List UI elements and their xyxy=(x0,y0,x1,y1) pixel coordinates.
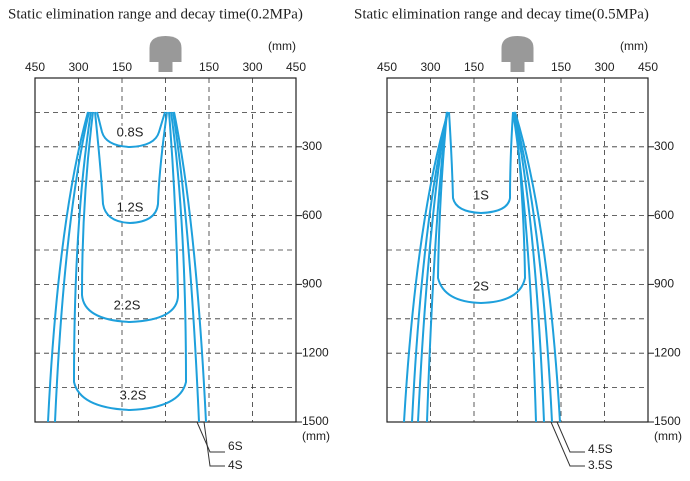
top-tick-label: 450 xyxy=(638,60,658,74)
range-curve xyxy=(403,111,449,423)
contour-curve xyxy=(448,111,514,215)
panel: Static elimination range and decay time(… xyxy=(8,6,330,472)
right-tick-label: 600 xyxy=(302,208,322,222)
unit-top: (mm) xyxy=(620,39,648,53)
right-tick-label: 1500 xyxy=(302,414,329,428)
panel-title: Static elimination range and decay time(… xyxy=(354,6,649,22)
decay-label: 4S xyxy=(228,458,243,472)
top-tick-label: 450 xyxy=(286,60,306,74)
top-tick-label: 450 xyxy=(25,60,45,74)
contour-label: 3.2S xyxy=(120,387,147,402)
range-curve xyxy=(513,111,545,423)
contour-label: 0.8S xyxy=(117,124,144,139)
leader-line xyxy=(556,421,585,453)
top-tick-label: 150 xyxy=(112,60,132,74)
unit-bottom: (mm) xyxy=(654,429,682,443)
contour-curve xyxy=(80,111,180,324)
top-tick-label: 150 xyxy=(551,60,571,74)
right-tick-label: 300 xyxy=(302,139,322,153)
panel: Static elimination range and decay time(… xyxy=(354,6,682,472)
contour-label: 2.2S xyxy=(114,297,141,312)
right-tick-label: 1200 xyxy=(654,345,681,359)
range-curve xyxy=(172,111,200,423)
right-tick-label: 900 xyxy=(302,277,322,291)
sensor-icon xyxy=(501,36,534,62)
right-tick-label: 600 xyxy=(654,208,674,222)
unit-bottom: (mm) xyxy=(302,429,330,443)
decay-label: 6S xyxy=(228,439,243,453)
decay-label: 4.5S xyxy=(588,442,613,456)
contour-curve xyxy=(436,111,527,305)
contour-curve xyxy=(94,111,168,225)
top-tick-label: 300 xyxy=(420,60,440,74)
sensor-mount xyxy=(158,62,173,72)
unit-top: (mm) xyxy=(268,39,296,53)
top-tick-label: 150 xyxy=(464,60,484,74)
range-curve xyxy=(47,111,89,423)
leader-line xyxy=(550,421,585,467)
panel-title: Static elimination range and decay time(… xyxy=(8,6,303,22)
top-tick-label: 300 xyxy=(242,60,262,74)
right-tick-label: 300 xyxy=(654,139,674,153)
top-tick-label: 300 xyxy=(594,60,614,74)
decay-label: 3.5S xyxy=(588,458,613,472)
range-curve xyxy=(173,111,207,423)
sensor-mount xyxy=(510,62,525,72)
top-tick-label: 450 xyxy=(377,60,397,74)
top-tick-label: 150 xyxy=(199,60,219,74)
range-curve xyxy=(417,111,448,423)
range-curve xyxy=(54,111,90,423)
top-tick-label: 300 xyxy=(68,60,88,74)
right-tick-label: 1500 xyxy=(654,414,681,428)
contour-curve xyxy=(72,111,188,412)
contour-label: 2S xyxy=(473,278,489,293)
range-curve xyxy=(513,111,553,423)
range-curve xyxy=(514,111,561,423)
contour-label: 1S xyxy=(473,187,489,202)
right-tick-label: 900 xyxy=(654,277,674,291)
leader-line xyxy=(203,421,225,467)
leader-line xyxy=(196,421,225,453)
sensor-icon xyxy=(149,36,182,62)
right-tick-label: 1200 xyxy=(302,345,329,359)
contour-curve xyxy=(96,111,166,149)
contour-label: 1.2S xyxy=(117,199,144,214)
